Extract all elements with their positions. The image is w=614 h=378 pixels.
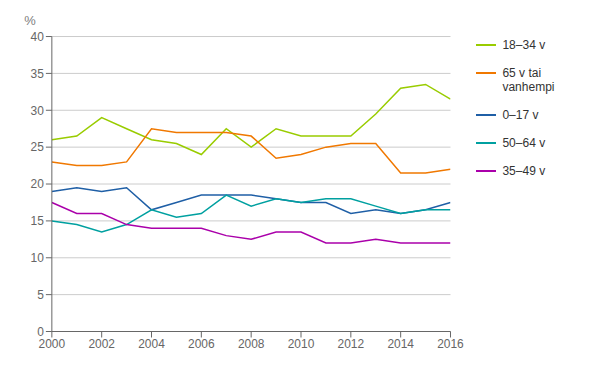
svg-text:2016: 2016 bbox=[437, 337, 464, 351]
svg-text:%: % bbox=[24, 13, 36, 28]
svg-text:15: 15 bbox=[31, 214, 45, 228]
svg-text:20: 20 bbox=[31, 177, 45, 191]
svg-text:2012: 2012 bbox=[338, 337, 365, 351]
html-text:0–17 v: 0–17 v bbox=[502, 108, 539, 122]
svg-text:30: 30 bbox=[31, 104, 45, 118]
svg-text:2006: 2006 bbox=[188, 337, 215, 351]
svg-text:2004: 2004 bbox=[138, 337, 165, 351]
html-text:18–34 v: 18–34 v bbox=[502, 38, 546, 52]
svg-text:2010: 2010 bbox=[288, 337, 315, 351]
svg-text:25: 25 bbox=[31, 140, 45, 154]
svg-text:35: 35 bbox=[31, 67, 45, 81]
html-text:50–64 v: 50–64 v bbox=[502, 136, 546, 150]
svg-text:2002: 2002 bbox=[88, 337, 115, 351]
svg-text:5: 5 bbox=[37, 288, 44, 302]
svg-text:2008: 2008 bbox=[238, 337, 265, 351]
svg-text:2014: 2014 bbox=[387, 337, 414, 351]
html-text:35–49 v: 35–49 v bbox=[502, 164, 546, 178]
svg-text:0: 0 bbox=[37, 325, 44, 339]
svg-text:2000: 2000 bbox=[39, 337, 66, 351]
svg-text:10: 10 bbox=[31, 251, 45, 265]
svg-text:40: 40 bbox=[31, 30, 45, 44]
html-text:vanhempi: vanhempi bbox=[502, 80, 555, 94]
html-text:65 v tai: 65 v tai bbox=[502, 66, 542, 80]
